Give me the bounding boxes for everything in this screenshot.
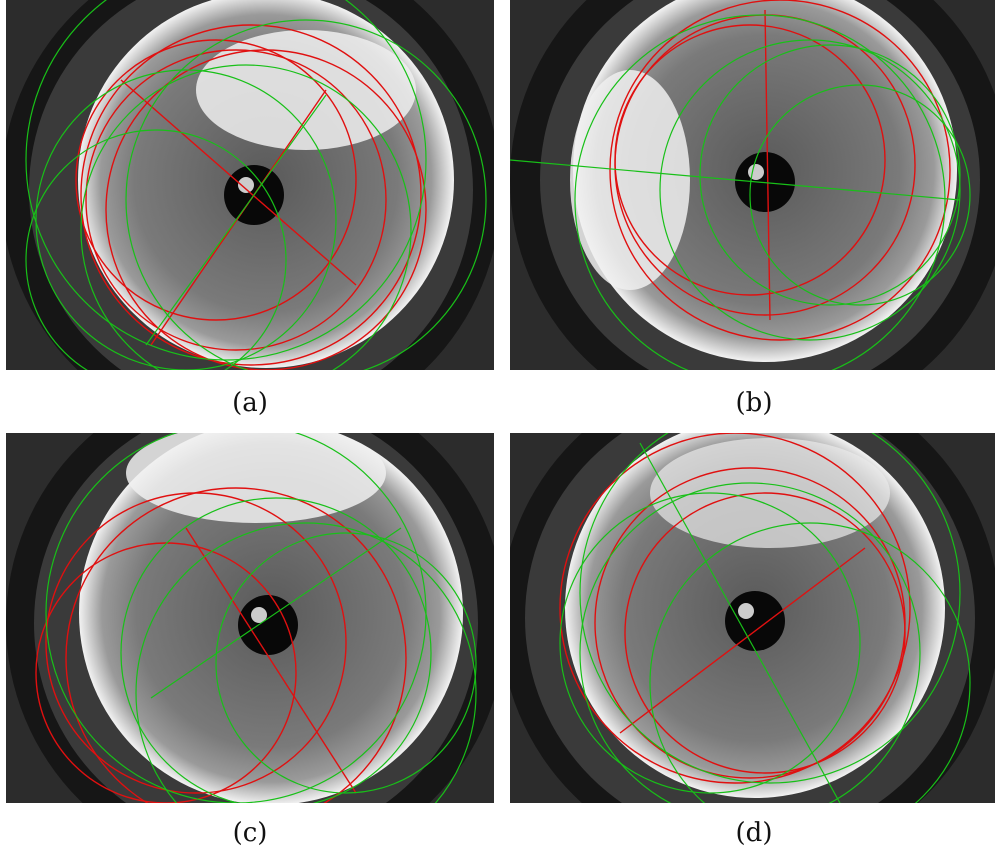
panel-caption-c: (c) bbox=[232, 818, 268, 848]
panel-caption-b: (b) bbox=[735, 388, 773, 418]
fisheye-image-d bbox=[510, 433, 995, 803]
fisheye-image-c bbox=[6, 433, 494, 803]
panel-caption-a: (a) bbox=[232, 388, 268, 418]
panel-caption-d: (d) bbox=[735, 818, 773, 848]
fisheye-image-a bbox=[6, 0, 494, 370]
fisheye-image-b bbox=[510, 0, 995, 370]
